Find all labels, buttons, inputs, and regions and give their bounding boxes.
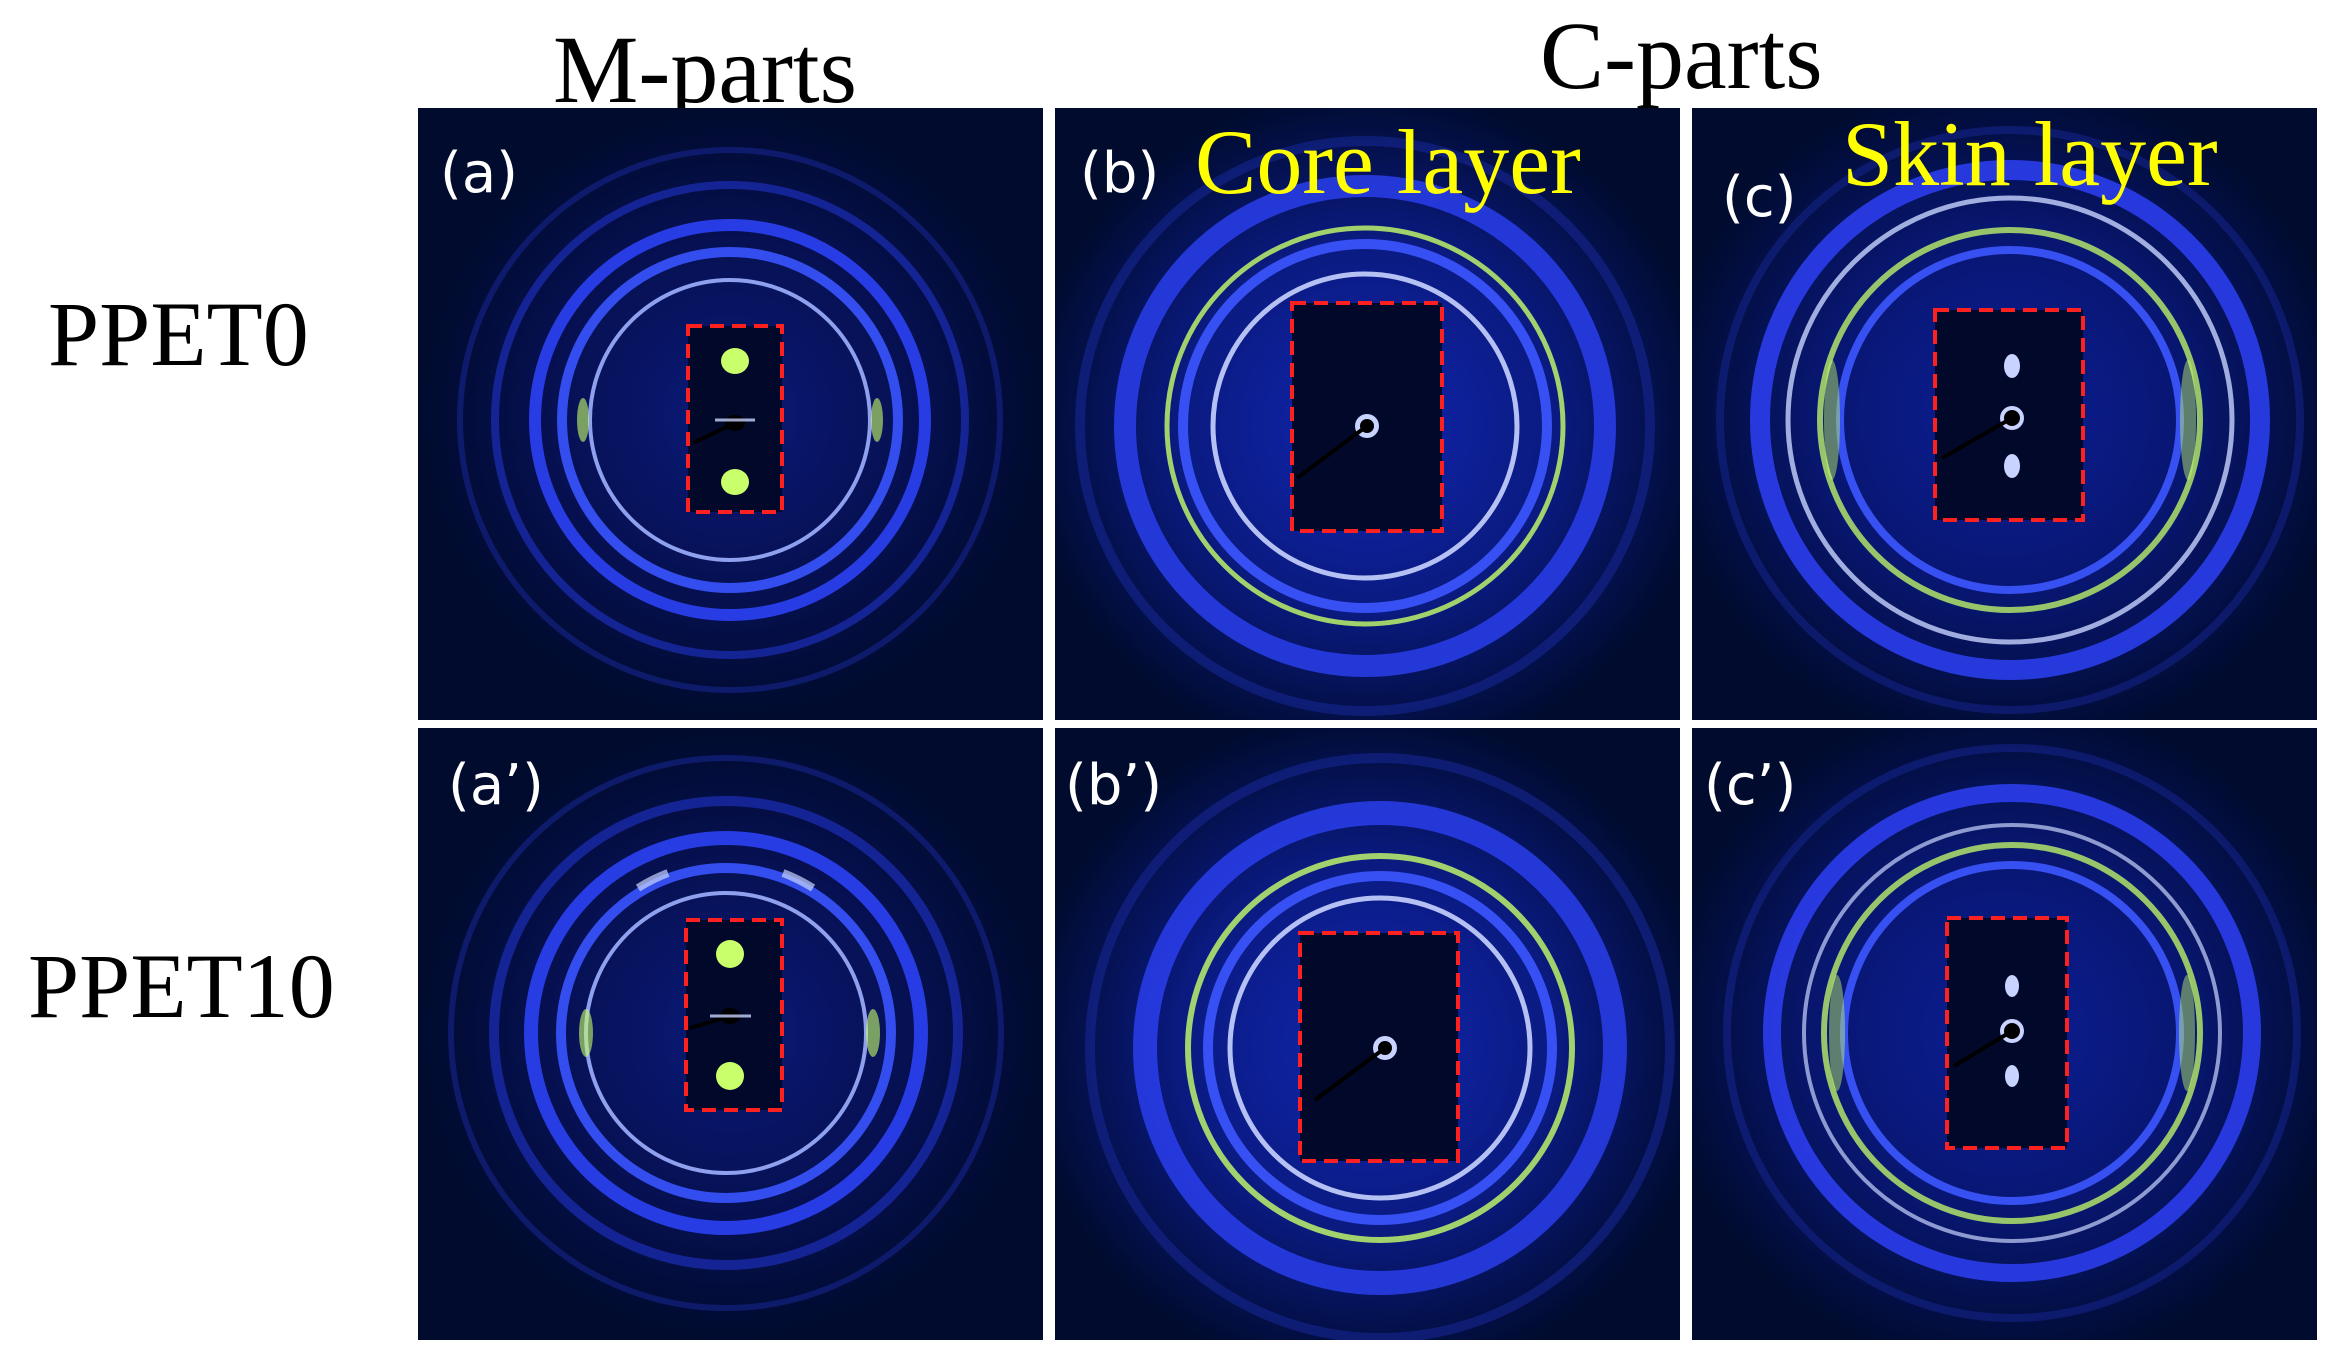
diffraction-pattern-a: [418, 108, 1043, 720]
panel-label-a-prime: (a’): [448, 753, 544, 818]
skin-layer-label: Skin layer: [1842, 108, 2218, 205]
panel-b-prime-pattern: (b’): [1055, 728, 1680, 1340]
diffraction-pattern-c: [1692, 108, 2317, 720]
panel-label-c-prime: (c’): [1704, 753, 1797, 818]
panel-b-pattern: (b) Core layer: [1055, 108, 1680, 720]
c-parts-title: C-parts: [1540, 2, 1823, 109]
panel-label-b: (b): [1080, 141, 1160, 206]
row-title-ppet0: PPET0: [48, 283, 309, 385]
m-parts-title: M-parts: [553, 16, 857, 123]
row-title-ppet10: PPET10: [28, 935, 335, 1037]
core-layer-label: Core layer: [1195, 111, 1581, 213]
panel-label-b-prime: (b’): [1065, 753, 1163, 818]
diffraction-pattern-b: [1055, 108, 1680, 720]
panel-label-a: (a): [440, 141, 519, 206]
diffraction-pattern-a-prime: [418, 728, 1043, 1340]
diffraction-pattern-c-prime: [1692, 728, 2317, 1340]
panel-a-pattern: (a): [418, 108, 1043, 720]
panel-c-prime-pattern: (c’): [1692, 728, 2317, 1340]
panel-a-prime-pattern: (a’): [418, 728, 1043, 1340]
panel-label-c: (c): [1722, 165, 1797, 230]
panel-c-pattern: (c) Skin layer: [1692, 108, 2317, 720]
diffraction-pattern-b-prime: [1055, 728, 1680, 1340]
